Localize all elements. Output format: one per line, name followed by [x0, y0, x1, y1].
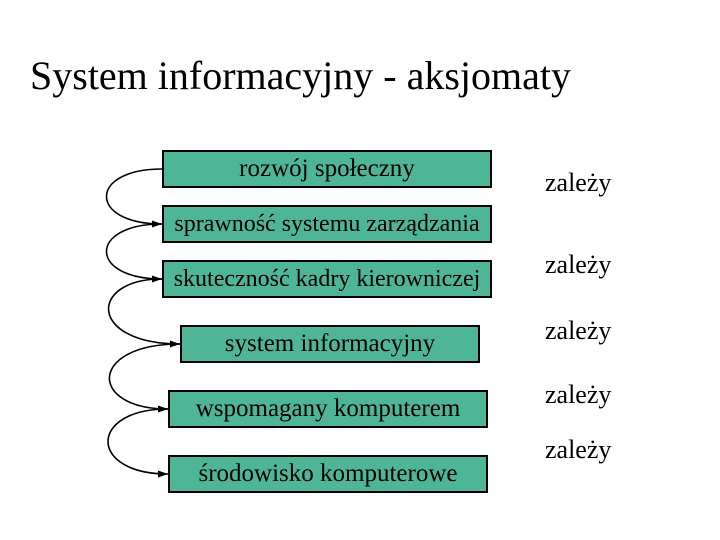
axiom-box-1: sprawność systemu zarządzania	[162, 205, 492, 243]
depends-label-3: zależy	[545, 380, 611, 410]
axiom-box-5: środowisko komputerowe	[168, 455, 488, 493]
depends-label-2: zależy	[545, 316, 611, 346]
arrow-curve-4	[108, 409, 168, 474]
axiom-box-4: wspomagany komputerem	[168, 390, 488, 428]
axiom-box-3: system informacyjny	[180, 325, 480, 363]
axiom-box-0: rozwój społeczny	[162, 150, 492, 188]
depends-label-0: zależy	[545, 168, 611, 198]
arrow-curve-1	[107, 224, 163, 279]
arrow-curve-0	[107, 169, 163, 224]
depends-label-4: zależy	[545, 435, 611, 465]
depends-label-1: zależy	[545, 250, 611, 280]
axiom-box-2: skuteczność kadry kierowniczej	[162, 260, 492, 298]
arrow-head-4	[158, 471, 168, 478]
